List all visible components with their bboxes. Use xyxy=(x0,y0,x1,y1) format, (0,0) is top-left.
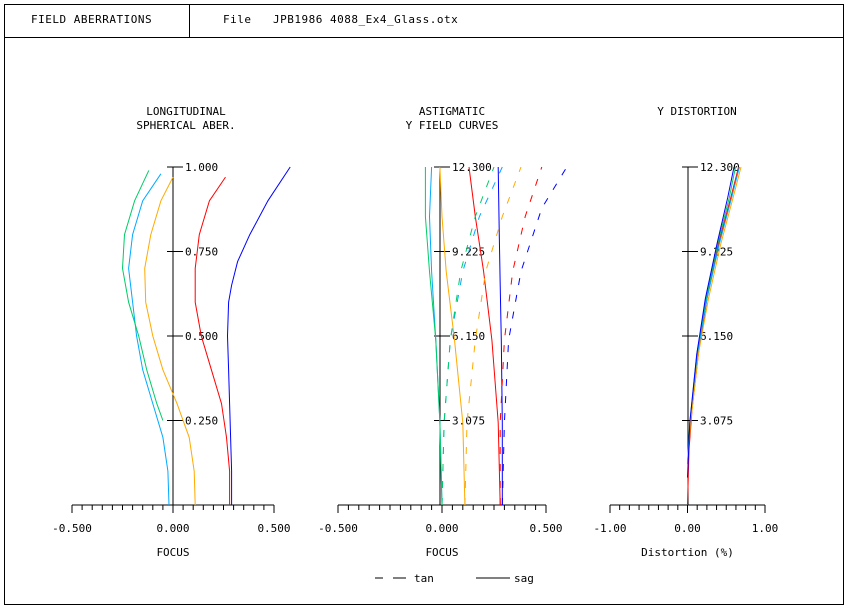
tan-curve-6 xyxy=(464,166,522,506)
curve-3 xyxy=(144,176,196,506)
y-tick-label: 3.075 xyxy=(452,415,485,428)
file-name: JPB1986 4088_Ex4_Glass.otx xyxy=(273,13,459,26)
x-axis-label: Distortion (%) xyxy=(641,546,734,559)
x-axis-label: FOCUS xyxy=(425,546,458,559)
y-tick-label: 12.300 xyxy=(700,161,740,174)
tan-curve-4 xyxy=(499,166,543,505)
x-tick-label: 0.000 xyxy=(425,522,458,535)
x-tick-label: 1.00 xyxy=(752,522,779,535)
sag-curve-1 xyxy=(497,166,503,505)
curve-2 xyxy=(194,176,231,505)
file-label: File xyxy=(223,13,252,26)
x-tick-label: 0.00 xyxy=(674,522,701,535)
chart-title-line: SPHERICAL ABER. xyxy=(136,119,235,132)
y-tick-label: 6.150 xyxy=(452,330,485,343)
x-tick-label: -0.500 xyxy=(52,522,92,535)
sag-curve-3 xyxy=(468,166,501,506)
tan-curve-10 xyxy=(441,166,495,506)
chart-title-line: Y DISTORTION xyxy=(657,105,736,118)
tan-curve-2 xyxy=(501,166,568,506)
sag-curve-9 xyxy=(424,167,443,506)
chart-title-line: LONGITUDINAL xyxy=(146,105,226,118)
chart-panel-3: Y DISTORTION -1.00 0.00 1.00 Distortion (%) 3… xyxy=(593,105,778,559)
y-tick-label: 0.250 xyxy=(185,415,218,428)
legend-tan-label: tan xyxy=(414,572,434,585)
x-tick-label: -1.00 xyxy=(593,522,626,535)
curve-4 xyxy=(128,173,170,506)
legend-sag-label: sag xyxy=(514,572,534,585)
y-tick-label: 6.150 xyxy=(700,330,733,343)
y-tick-label: 3.075 xyxy=(700,415,733,428)
header-title-cell: FIELD ABERRATIONS xyxy=(5,5,190,37)
x-tick-label: 0.500 xyxy=(529,522,562,535)
sag-curve-5 xyxy=(439,166,466,506)
legend: tan sag xyxy=(375,572,534,585)
x-axis-label: FOCUS xyxy=(156,546,189,559)
x-tick-label: -0.500 xyxy=(318,522,358,535)
curve-5 xyxy=(121,170,164,421)
x-tick-label: 0.000 xyxy=(156,522,189,535)
y-tick-label: 12.300 xyxy=(452,161,492,174)
chart-title-line: ASTIGMATIC xyxy=(419,105,485,118)
x-tick-label: 0.500 xyxy=(257,522,290,535)
y-tick-label: 1.000 xyxy=(185,161,218,174)
y-tick-label: 0.750 xyxy=(185,246,218,259)
header-bar: FIELD ABERRATIONS File JPB1986 4088_Ex4_… xyxy=(5,5,843,38)
chart-title-line: Y FIELD CURVES xyxy=(406,119,499,132)
header-title: FIELD ABERRATIONS xyxy=(31,13,153,26)
curve-4 xyxy=(687,166,742,464)
curve-5 xyxy=(687,166,735,478)
curve-1 xyxy=(226,166,291,505)
